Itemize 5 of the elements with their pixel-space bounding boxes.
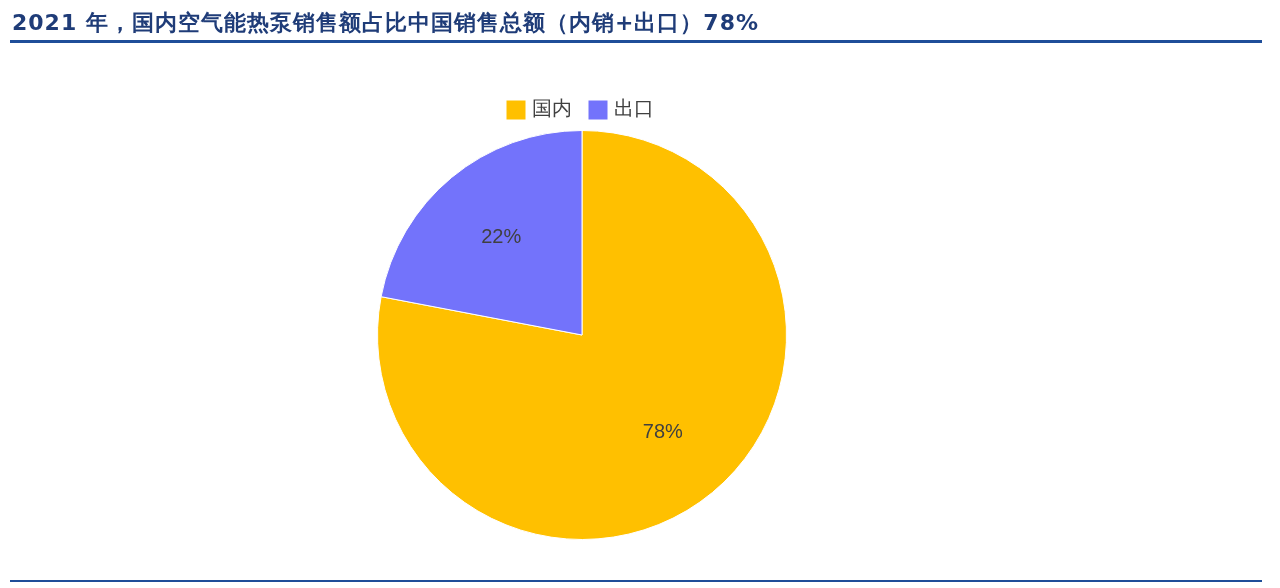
data-label: 22%: [481, 224, 522, 247]
data-label: 78%: [642, 420, 684, 443]
chart-title: 2021 年，国内空气能热泵销售额占比中国销售总额（内销+出口）78%: [12, 9, 759, 37]
legend-label: 出口: [614, 96, 654, 121]
legend-label: 国内: [532, 96, 572, 121]
